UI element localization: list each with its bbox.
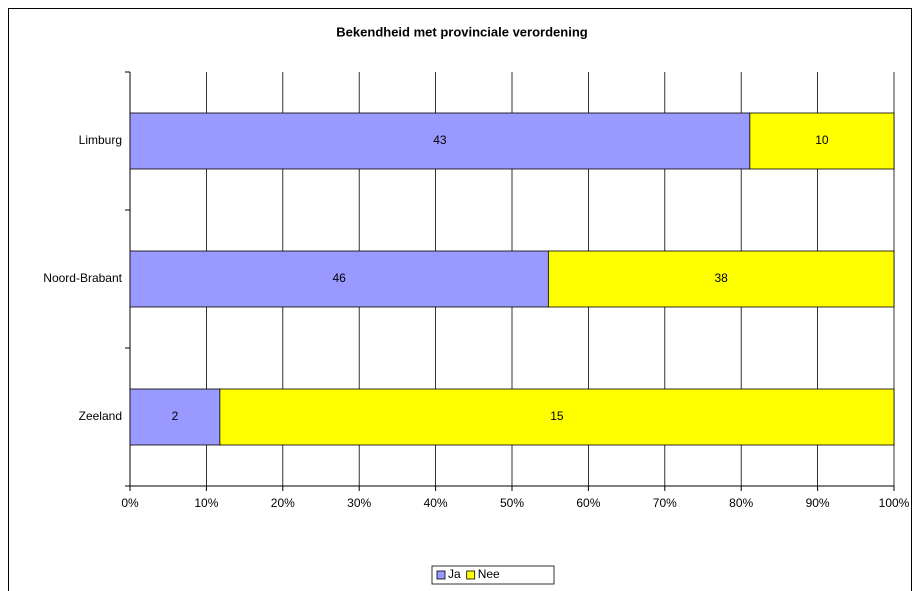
data-label: 15 [550,409,564,423]
legend-swatch [436,570,446,580]
x-tick-label: 60% [576,496,600,510]
data-label: 43 [433,133,447,147]
x-tick-label: 90% [806,496,830,510]
x-tick-label: 40% [424,496,448,510]
legend-swatch [466,570,476,580]
x-tick-label: 0% [121,496,139,510]
x-tick-label: 20% [271,496,295,510]
legend-box [431,565,555,585]
data-label: 38 [715,271,729,285]
y-tick-label: Limburg [79,133,122,147]
x-tick-label: 100% [879,496,910,510]
x-tick-label: 50% [500,496,524,510]
bar-segment [129,388,221,446]
bar-segment [749,112,895,170]
bar-segment [129,112,751,170]
bar-segment [547,250,895,308]
legend-label: Nee [478,567,500,581]
y-tick-label: Zeeland [79,409,122,423]
data-label: 46 [333,271,347,285]
x-tick-label: 80% [729,496,753,510]
legend-label: Ja [448,567,461,581]
bar-segment [129,250,549,308]
y-tick-label: Noord-Brabant [43,271,122,285]
data-label: 2 [172,409,179,423]
bar-segment [219,388,895,446]
data-label: 10 [815,133,829,147]
x-tick-label: 70% [653,496,677,510]
x-tick-label: 10% [194,496,218,510]
x-tick-label: 30% [347,496,371,510]
chart-title: Bekendheid met provinciale verordening [336,24,587,39]
